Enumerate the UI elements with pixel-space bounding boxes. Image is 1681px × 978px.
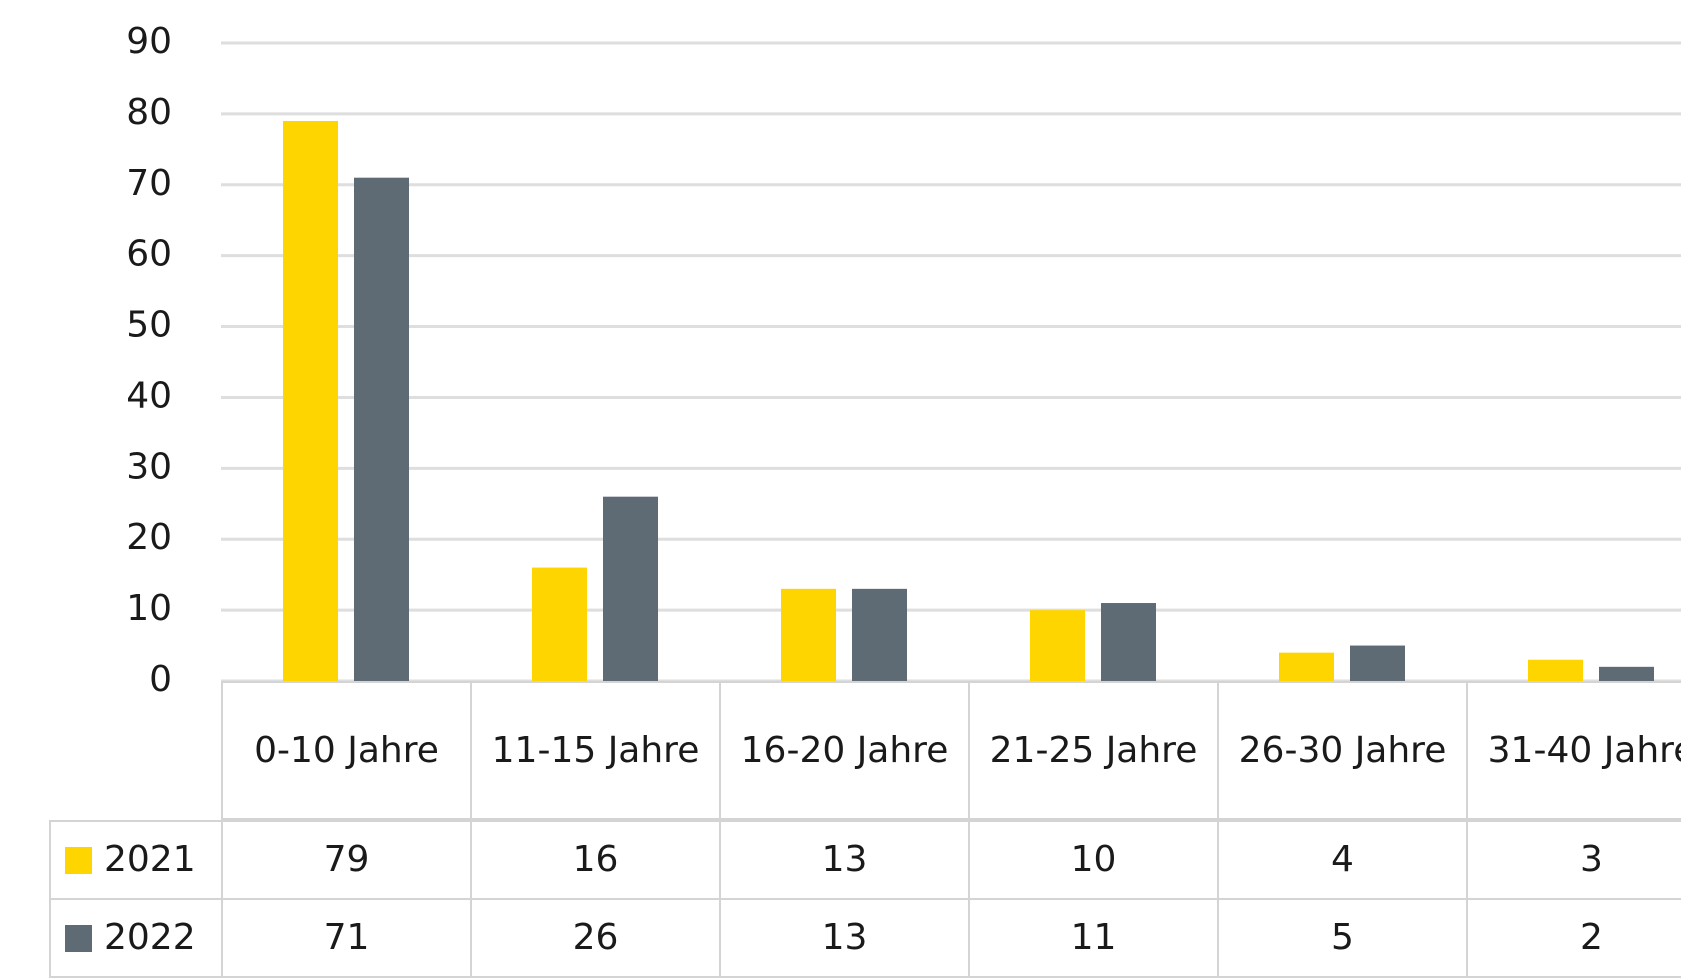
y-tick-label: 80 xyxy=(126,92,172,133)
data-label: 13 xyxy=(719,820,970,900)
bar xyxy=(283,120,338,681)
data-label: 11 xyxy=(968,898,1219,978)
category-label: 11-15 Jahre xyxy=(470,681,721,820)
y-tick-label: 20 xyxy=(126,517,172,558)
bar xyxy=(532,567,587,681)
data-label: 79 xyxy=(221,820,472,900)
category-label: 26-30 Jahre xyxy=(1217,681,1468,820)
y-tick-label: 70 xyxy=(126,163,172,204)
y-tick-label: 50 xyxy=(126,305,172,346)
category-label: 21-25 Jahre xyxy=(968,681,1219,820)
legend-label: 2022 xyxy=(104,917,196,958)
data-label: 26 xyxy=(470,898,721,978)
legend-entry: 2021 xyxy=(49,820,223,900)
y-tick-label: 10 xyxy=(126,588,172,629)
bar xyxy=(354,177,409,681)
y-tick-label: 40 xyxy=(126,375,172,416)
legend-label: 2021 xyxy=(104,839,196,880)
category-label: 0-10 Jahre xyxy=(221,681,472,820)
bar xyxy=(1528,659,1583,681)
legend-swatch xyxy=(65,924,92,952)
legend-entry: 2022 xyxy=(49,898,223,978)
category-label: 31-40 Jahre xyxy=(1466,681,1681,820)
data-label: 13 xyxy=(719,898,970,978)
data-label: 3 xyxy=(1466,820,1681,900)
bar xyxy=(1279,652,1334,681)
bar xyxy=(852,588,907,681)
y-tick-label: 60 xyxy=(126,234,172,275)
bar xyxy=(781,588,836,681)
y-tick-label: 90 xyxy=(126,21,172,62)
data-label: 5 xyxy=(1217,898,1468,978)
data-label: 71 xyxy=(221,898,472,978)
bar xyxy=(1030,610,1085,681)
y-tick-label: 30 xyxy=(126,446,172,487)
bar xyxy=(1599,666,1654,681)
data-label: 2 xyxy=(1466,898,1681,978)
bar xyxy=(1101,603,1156,681)
data-label: 10 xyxy=(968,820,1219,900)
bar xyxy=(603,496,658,681)
y-tick-label: 0 xyxy=(149,659,172,700)
data-label: 16 xyxy=(470,820,721,900)
category-label: 16-20 Jahre xyxy=(719,681,970,820)
bar xyxy=(1350,645,1405,681)
legend-swatch xyxy=(65,846,92,874)
data-label: 4 xyxy=(1217,820,1468,900)
